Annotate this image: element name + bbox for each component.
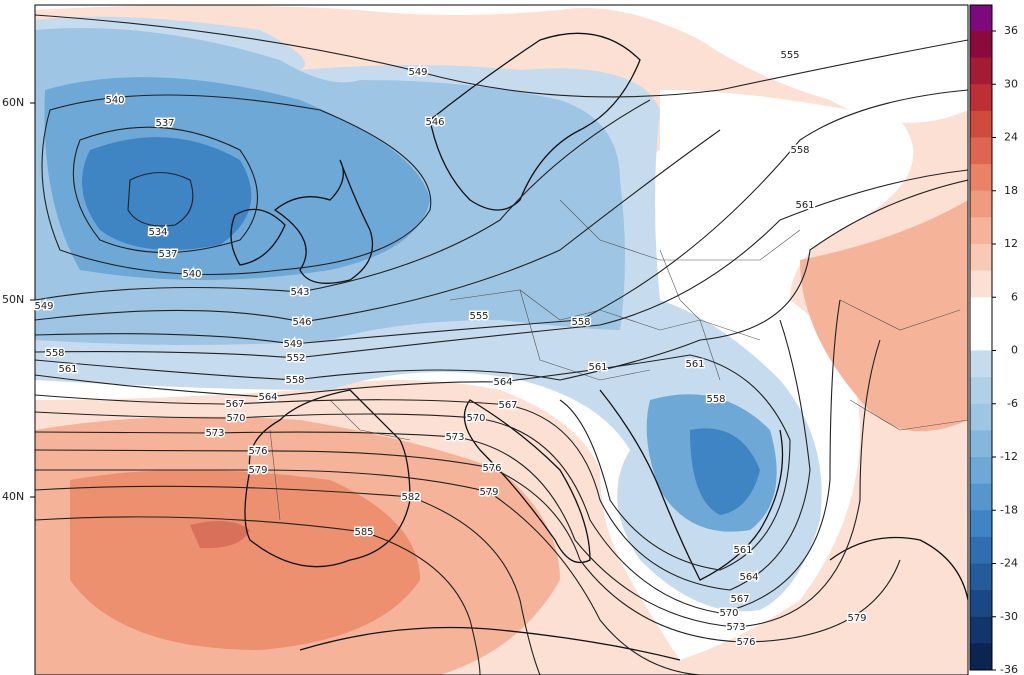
colorbar-segment — [970, 616, 992, 644]
contour-label: 576 — [736, 637, 755, 648]
contour-label: 564 — [493, 377, 512, 388]
lat-label: 40N — [2, 490, 24, 503]
colorbar-label: -12 — [1000, 450, 1018, 463]
colorbar-segment — [970, 84, 992, 112]
warm-east — [800, 200, 968, 432]
contour-label: 564 — [258, 392, 277, 403]
colorbar-label: 30 — [1004, 77, 1018, 90]
colorbar-segment — [970, 217, 992, 245]
colorbar-segment — [970, 137, 992, 165]
contour-label: 561 — [733, 545, 752, 556]
colorbar-label: 36 — [1004, 24, 1018, 37]
contour-label: 549 — [283, 339, 302, 350]
cold-center — [82, 137, 252, 250]
colorbar-label: 12 — [1004, 237, 1018, 250]
colorbar-label: 18 — [1004, 184, 1018, 197]
colorbar-label: 24 — [1004, 131, 1018, 144]
contour-label: 558 — [790, 145, 809, 156]
colorbar-segment — [970, 510, 992, 538]
contour-label: 576 — [482, 463, 501, 474]
colorbar-segment — [970, 323, 992, 351]
colorbar-segment — [970, 110, 992, 138]
colorbar-segment — [970, 297, 992, 325]
neutral-north — [35, 5, 968, 123]
contour-label: 585 — [354, 527, 373, 538]
contour-label: 567 — [730, 594, 749, 605]
warm-core — [70, 470, 420, 650]
contour-label: 579 — [248, 465, 267, 476]
contour-label: 555 — [780, 50, 799, 61]
contour-label: 546 — [292, 317, 311, 328]
contour-label: 561 — [685, 359, 704, 370]
map-area — [35, 5, 968, 675]
contour-label: 582 — [401, 492, 420, 503]
colorbar-segment — [970, 164, 992, 192]
colorbar-label: -30 — [1000, 610, 1018, 623]
warm-center — [190, 521, 250, 549]
contour-label: 561 — [795, 200, 814, 211]
borders — [269, 199, 968, 521]
contour-label: 558 — [571, 317, 590, 328]
contour-label: 567 — [498, 400, 517, 411]
contour-label: 579 — [847, 613, 866, 624]
contour-label: 558 — [285, 375, 304, 386]
contour-label: 534 — [148, 227, 167, 238]
contour-label: 570 — [719, 608, 738, 619]
contour-label: 570 — [466, 413, 485, 424]
contour-label: 573 — [205, 428, 224, 439]
colorbar-label: -24 — [1000, 557, 1018, 570]
colorbar-segment — [970, 270, 992, 298]
colorbar: 36 30 24 18 12 6 0 -6 -12 -18 -24 -30 -36 — [969, 4, 1018, 675]
contour-label: 561 — [58, 364, 77, 375]
colorbar-label: -18 — [1000, 503, 1018, 516]
colorbar-segment — [970, 403, 992, 431]
coastlines — [230, 32, 968, 661]
cold-balkan-core — [690, 428, 760, 515]
colorbar-top — [970, 5, 992, 31]
map-frame — [34, 4, 969, 675]
colorbar-frame — [969, 4, 993, 671]
contour-label: 570 — [226, 413, 245, 424]
contour-label: 549 — [34, 301, 53, 312]
colorbar-segment — [970, 483, 992, 511]
contour-label: 558 — [45, 348, 64, 359]
lat-label: 50N — [2, 293, 24, 306]
colorbar-segment — [970, 350, 992, 378]
colorbar-segment — [970, 563, 992, 591]
colorbar-segment — [970, 457, 992, 485]
colorbar-segment — [970, 643, 992, 671]
contour-label: 537 — [158, 249, 177, 260]
contour-label: 576 — [248, 446, 267, 457]
contour-label: 555 — [469, 311, 488, 322]
contour-label: 537 — [155, 118, 174, 129]
contour-label: 552 — [286, 353, 305, 364]
contour-label: 546 — [425, 117, 444, 128]
colorbar-segment — [970, 244, 992, 272]
contour-label: 561 — [588, 362, 607, 373]
contour-label: 549 — [408, 67, 427, 78]
colorbar-label: -6 — [1007, 397, 1018, 410]
colorbar-segment — [970, 377, 992, 405]
contour-label: 558 — [706, 394, 725, 405]
colorbar-segment — [970, 190, 992, 218]
lat-label: 60N — [2, 96, 24, 109]
contour-label: 540 — [182, 269, 201, 280]
colorbar-segment — [970, 536, 992, 564]
contour-label: 573 — [445, 432, 464, 443]
contour-label: 579 — [479, 487, 498, 498]
colorbar-segment — [970, 590, 992, 618]
colorbar-label: 6 — [1011, 290, 1018, 303]
contour-label: 567 — [225, 399, 244, 410]
colorbar-label: -36 — [1000, 663, 1018, 675]
colorbar-segment — [970, 31, 992, 59]
colorbar-segment — [970, 57, 992, 85]
colorbar-label: 0 — [1011, 344, 1018, 357]
contour-label: 573 — [726, 622, 745, 633]
contour-label: 564 — [739, 572, 758, 583]
contour-label: 543 — [290, 287, 309, 298]
contours — [35, 14, 968, 675]
contour-label: 540 — [105, 95, 124, 106]
colorbar-segment — [970, 430, 992, 458]
